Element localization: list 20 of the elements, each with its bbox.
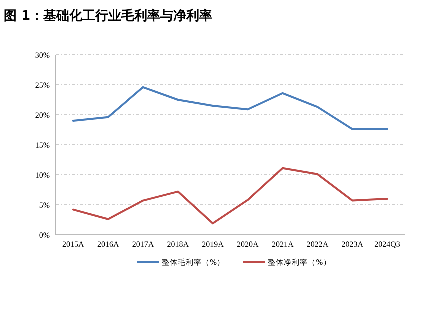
y-tick-label: 15%	[35, 141, 50, 150]
x-tick-label: 2024Q3	[374, 240, 400, 249]
y-tick-label: 5%	[39, 201, 50, 210]
y-tick-label: 20%	[35, 111, 50, 120]
x-tick-label: 2022A	[306, 240, 329, 249]
x-tick-label: 2016A	[97, 240, 120, 249]
y-tick-label: 0%	[39, 231, 50, 240]
x-tick-label: 2023A	[342, 240, 364, 249]
x-tick-label: 2019A	[202, 240, 224, 249]
line-series	[72, 167, 389, 225]
line-series	[72, 86, 389, 130]
chart-title: 图 1：基础化工行业毛利率与净利率	[4, 8, 213, 24]
x-tick-label: 2020A	[237, 240, 260, 249]
y-tick-label: 30%	[35, 51, 50, 60]
x-tick-label: 2021A	[272, 240, 294, 249]
y-tick-label: 10%	[35, 171, 50, 180]
y-tick-label: 25%	[35, 81, 50, 90]
x-tick-label: 2015A	[62, 240, 85, 249]
x-tick-label: 2018A	[167, 240, 190, 249]
x-tick-label: 2017A	[132, 240, 154, 249]
